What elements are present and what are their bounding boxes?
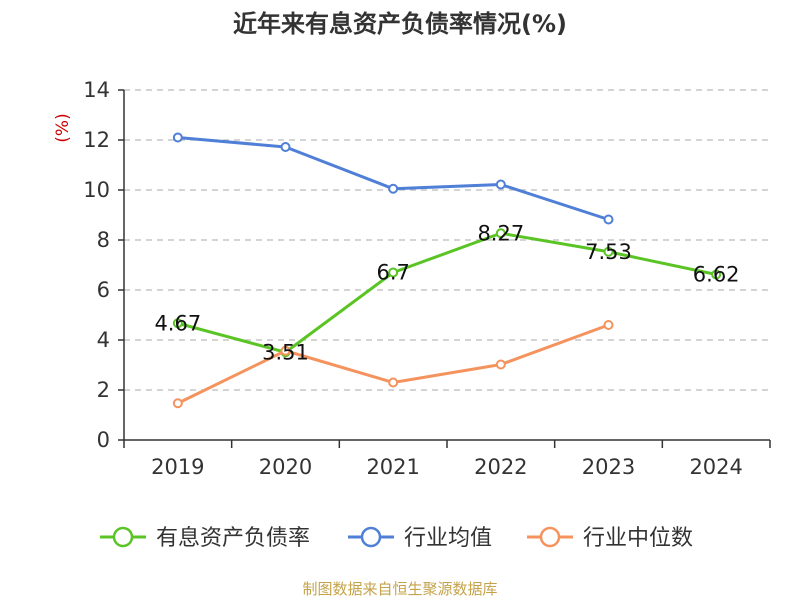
legend-label-0: 有息资产负债率 [156, 526, 310, 551]
x-tick-label-2020: 2020 [259, 455, 312, 479]
series-1-point-2020 [280, 142, 291, 152]
series-2-point-2022 [495, 359, 506, 370]
y-tick-label-10: 10 [83, 178, 110, 202]
series-0-point-2022 [495, 228, 506, 239]
legend-marker-2 [539, 526, 561, 548]
data-label-2021: 6.7 [376, 261, 409, 285]
legend-label-1: 行业均值 [404, 526, 492, 551]
legend: 有息资产负债率 行业均值 行业中位数 [100, 526, 693, 551]
data-label-2022: 8.27 [477, 221, 524, 245]
series-line-2 [177, 323, 610, 405]
y-tick-label-8: 8 [97, 228, 110, 252]
data-label-2019: 4.67 [154, 311, 201, 335]
legend-label-2: 行业中位数 [583, 526, 693, 551]
y-tick-label-4: 4 [97, 328, 110, 352]
series-0-point-2023 [603, 246, 614, 257]
series-0-point-2024 [711, 269, 722, 280]
series-0-point-2021 [388, 267, 399, 278]
series-line-0 [177, 231, 717, 354]
x-tick-label-2019: 2019 [151, 455, 204, 479]
series-1-point-2021 [388, 183, 399, 194]
x-tick-label-2021: 2021 [366, 455, 419, 479]
series-lines [172, 132, 722, 409]
data-label-2023: 7.53 [585, 240, 632, 264]
y-tick-label-12: 12 [83, 128, 110, 152]
axes: 0 2 4 6 8 10 12 14 (%) 2019 2020 2021 2022 2023 2024 [53, 78, 771, 479]
x-tick-label-2023: 2023 [582, 455, 635, 479]
series-1-point-2019 [172, 132, 183, 143]
series-1-point-2023 [603, 214, 614, 225]
series-2-point-2023 [603, 320, 614, 330]
data-label-2024: 6.62 [693, 263, 740, 287]
series-2-point-2019 [172, 398, 183, 409]
y-tick-label-0: 0 [97, 428, 110, 452]
y-tick-label-6: 6 [97, 278, 110, 302]
data-labels: 4.67 3.51 6.7 8.27 7.53 6.62 [154, 221, 739, 364]
grid-lines [124, 89, 770, 391]
source-note: 制图数据来自恒生聚源数据库 [302, 580, 498, 598]
legend-marker-1 [360, 526, 382, 548]
data-label-2020: 3.51 [262, 340, 309, 364]
chart-title: 近年来有息资产负债率情况(%) [233, 10, 567, 38]
x-tick-label-2022: 2022 [474, 455, 527, 479]
series-line-1 [177, 136, 609, 221]
series-2-point-2020 [280, 345, 291, 356]
y-tick-label-2: 2 [97, 378, 110, 402]
y-tick-label-14: 14 [83, 78, 110, 102]
series-2-point-2021 [388, 377, 399, 388]
legend-marker-0 [112, 526, 134, 548]
y-axis-unit: (%) [53, 113, 73, 142]
x-tick-label-2024: 2024 [689, 455, 742, 479]
series-1-point-2022 [495, 179, 506, 190]
series-0-point-2019 [172, 318, 183, 329]
